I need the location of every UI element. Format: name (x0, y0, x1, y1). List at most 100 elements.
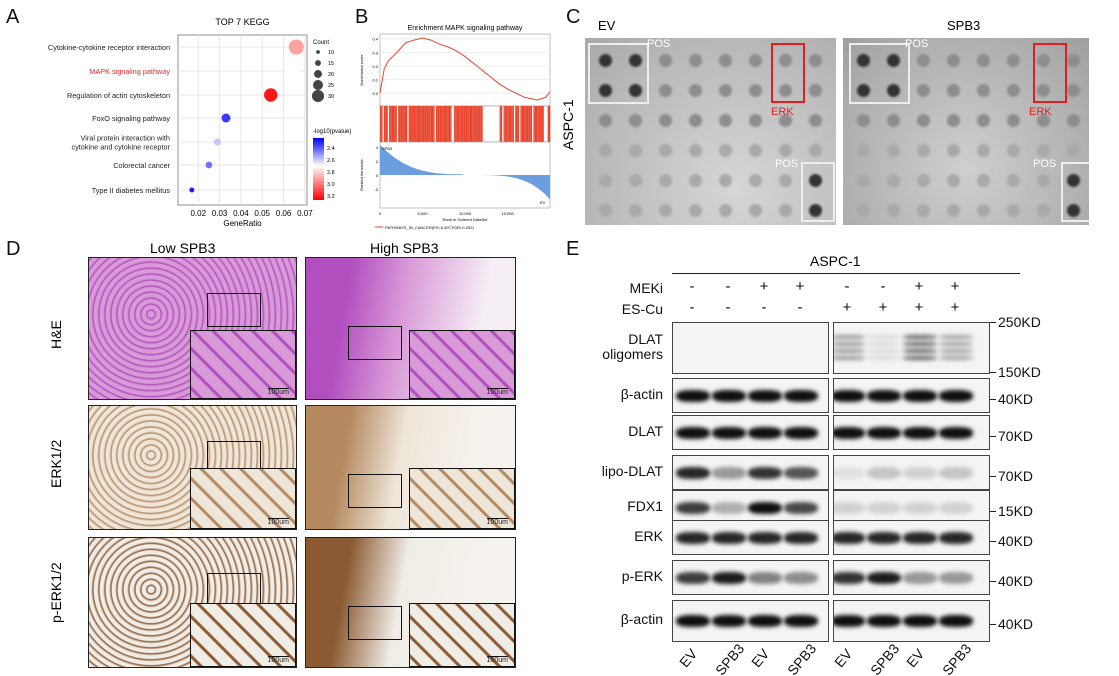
hit-bar (510, 106, 512, 142)
array-spot (887, 54, 900, 67)
protein-band (939, 531, 973, 544)
array-spot (629, 144, 642, 157)
array-spot (1007, 54, 1020, 67)
treatment-sign: - (725, 299, 731, 316)
array-spot (749, 174, 762, 187)
hit-bar (383, 106, 386, 142)
hit-bar (456, 106, 458, 142)
ihc-image: 100um (88, 405, 297, 530)
es-tick: 0.3 (372, 50, 378, 55)
x-tick-label: 0.06 (276, 209, 292, 218)
array-title-spb3: SPB3 (947, 18, 981, 33)
blot-row-label: p-ERK (621, 567, 663, 584)
protein-band (676, 466, 710, 479)
hit-bar (420, 106, 422, 142)
hit-bar (426, 106, 429, 142)
blot-membrane (833, 415, 990, 450)
ihc-inset: 100um (409, 329, 515, 399)
hit-bar (478, 106, 481, 142)
hit-bar (530, 106, 533, 142)
protein-band (748, 571, 782, 584)
protein-band (834, 342, 865, 346)
hit-bar (454, 106, 456, 142)
ihc-col-high: High SPB3 (370, 240, 439, 256)
hit-bar (395, 106, 397, 142)
hit-bar (538, 106, 540, 142)
colorbar-tick: 2.8 (327, 170, 335, 176)
treatment-sign: - (797, 299, 803, 316)
lane-label: SPB3 (939, 640, 975, 676)
protein-band (939, 426, 973, 439)
hit-bar (549, 106, 551, 142)
treatment-sign: - (689, 299, 695, 316)
array-spot (917, 144, 930, 157)
ihc-row-label: p-ERK1/2 (48, 561, 64, 623)
ihc-row-label: ERK1/2 (48, 439, 64, 488)
blot-cell-line: ASPC-1 (810, 253, 861, 269)
hit-bar (464, 106, 466, 142)
array-spot (977, 174, 990, 187)
treatment-sign: - (844, 278, 850, 295)
blot-membrane (672, 560, 829, 595)
colorbar-tick: 2.4 (327, 146, 335, 152)
es-tick: 0.1 (372, 78, 378, 83)
hit-bar (473, 106, 475, 142)
array-spot (857, 204, 870, 217)
pos-box-top (849, 43, 910, 104)
molecular-weight-label: 40KD (998, 390, 1034, 407)
protein-band (903, 426, 937, 439)
molecular-weight-label: 15KD (998, 502, 1034, 519)
protein-band (903, 335, 937, 339)
hit-bar (429, 106, 431, 142)
bubble-1 (284, 63, 300, 79)
array-spot (719, 144, 732, 157)
ihc-inset: 100um (190, 603, 296, 667)
array-spot (689, 84, 702, 97)
hit-bar (515, 106, 517, 142)
array-spot (1067, 114, 1080, 127)
y-category-label: cytokine and cytokine receptor (71, 143, 170, 152)
array-spot (947, 84, 960, 97)
hit-bar (389, 106, 391, 142)
hit-bar (394, 106, 396, 142)
protein-band (834, 615, 865, 627)
hit-bar (504, 106, 507, 142)
metric-tick: 0 (376, 173, 379, 178)
hit-bar (508, 106, 510, 142)
hit-bar (442, 106, 444, 142)
y-category-label: Regulation of actin cytoskeleton (67, 91, 170, 100)
protein-band (939, 335, 973, 339)
hit-bar (380, 106, 382, 142)
kd-tick (990, 540, 996, 542)
array-spot (887, 114, 900, 127)
erk-box (1033, 43, 1067, 103)
protein-band (676, 571, 710, 584)
array-spot (629, 84, 642, 97)
x-axis-label: Rank in Ordered DataSet (443, 217, 489, 222)
array-spot (1037, 204, 1050, 217)
protein-band (939, 389, 973, 402)
protein-band (712, 571, 746, 584)
cell-line-bar (672, 273, 1020, 274)
hit-bar (520, 106, 522, 142)
hit-bar (416, 106, 418, 142)
protein-band (676, 531, 710, 544)
hit-bar (460, 106, 462, 142)
corner-label-bottom: EV (540, 200, 546, 205)
blot-membrane (833, 490, 990, 525)
protein-band (834, 571, 865, 584)
array-spot (1067, 84, 1080, 97)
hit-bar (412, 106, 414, 142)
hit-bar (500, 106, 503, 142)
array-spot (1007, 144, 1020, 157)
zoom-region-box (348, 606, 402, 640)
hit-bar (432, 106, 434, 142)
hit-bar (503, 106, 505, 142)
array-spot (719, 54, 732, 67)
hit-bar (541, 106, 543, 142)
array-spot (629, 174, 642, 187)
metric-tick: 2 (376, 159, 379, 164)
kegg-bubble-chart: 0.02 0.03 0.04 0.05 0.06 0.07 GeneRatio TOP 7 K… (48, 17, 351, 228)
pos-box-bottom (1061, 162, 1089, 222)
bubble-5 (205, 161, 213, 169)
